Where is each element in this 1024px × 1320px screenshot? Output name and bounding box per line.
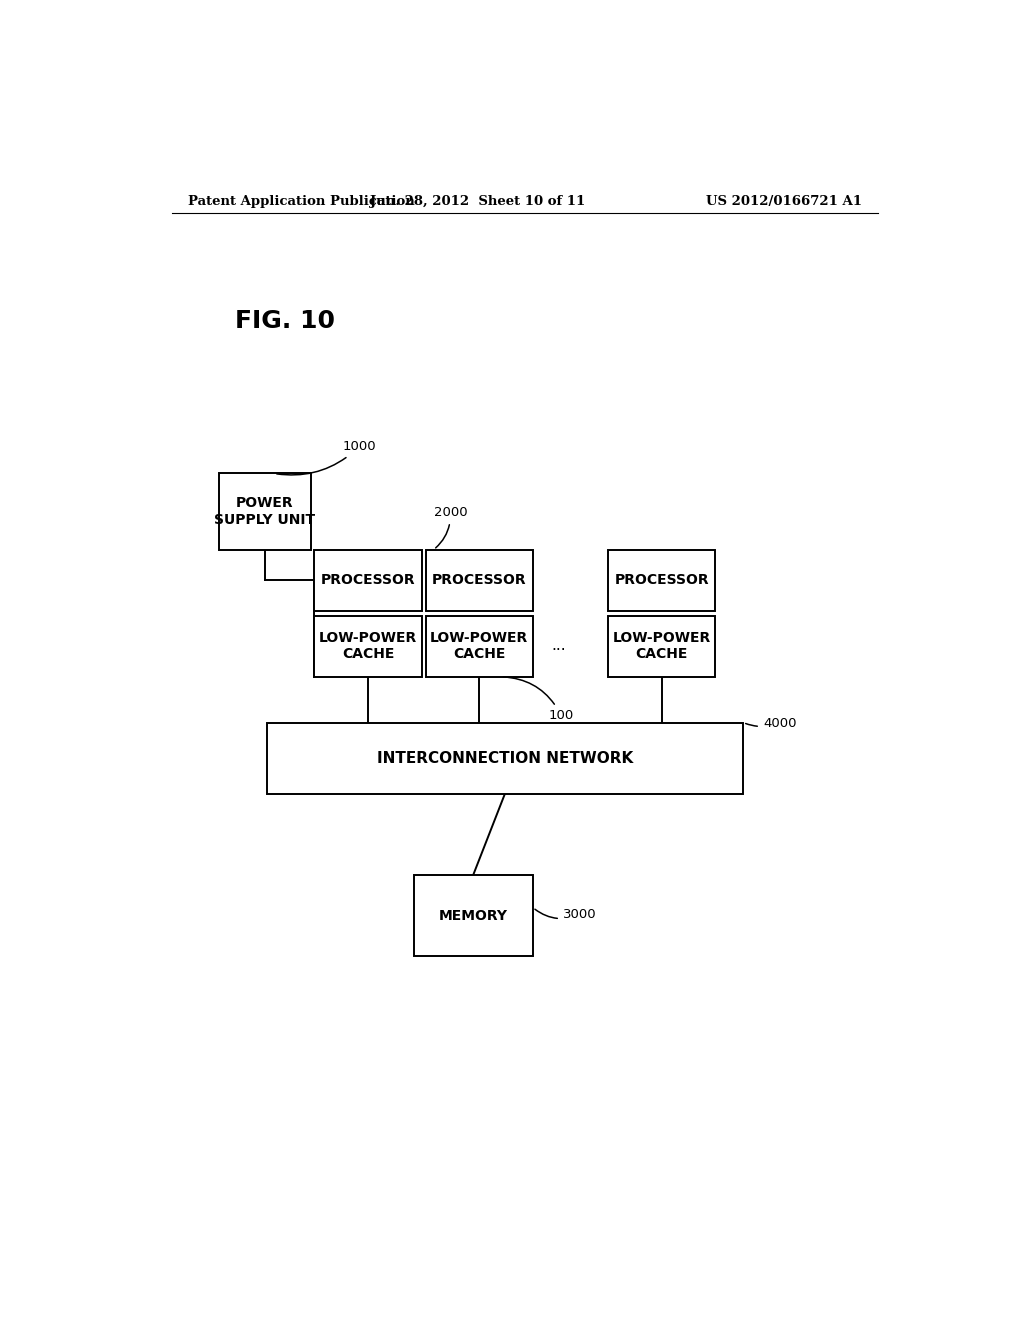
Text: Jun. 28, 2012  Sheet 10 of 11: Jun. 28, 2012 Sheet 10 of 11	[370, 194, 585, 207]
Text: 1000: 1000	[276, 440, 376, 475]
Text: PROCESSOR: PROCESSOR	[432, 573, 526, 587]
Bar	[426, 615, 532, 677]
Bar	[414, 875, 532, 956]
Text: FIG. 10: FIG. 10	[236, 309, 335, 333]
Bar	[608, 615, 715, 677]
Text: 3000: 3000	[535, 908, 597, 921]
Text: POWER
SUPPLY UNIT: POWER SUPPLY UNIT	[214, 496, 315, 527]
Bar	[314, 549, 422, 611]
Text: MEMORY: MEMORY	[438, 908, 508, 923]
Text: ...: ...	[552, 638, 566, 653]
Text: 4000: 4000	[745, 717, 797, 730]
Bar	[608, 549, 715, 611]
Text: 2000: 2000	[433, 507, 467, 548]
Bar	[426, 549, 532, 611]
Text: INTERCONNECTION NETWORK: INTERCONNECTION NETWORK	[377, 751, 633, 766]
Text: PROCESSOR: PROCESSOR	[321, 573, 416, 587]
Bar	[219, 474, 310, 549]
Text: LOW-POWER
CACHE: LOW-POWER CACHE	[430, 631, 528, 661]
Bar	[267, 722, 743, 793]
Text: LOW-POWER
CACHE: LOW-POWER CACHE	[612, 631, 711, 661]
Bar	[314, 615, 422, 677]
Text: 100: 100	[504, 677, 573, 722]
Text: US 2012/0166721 A1: US 2012/0166721 A1	[707, 194, 862, 207]
Text: Patent Application Publication: Patent Application Publication	[187, 194, 415, 207]
Text: PROCESSOR: PROCESSOR	[614, 573, 709, 587]
Text: LOW-POWER
CACHE: LOW-POWER CACHE	[318, 631, 417, 661]
